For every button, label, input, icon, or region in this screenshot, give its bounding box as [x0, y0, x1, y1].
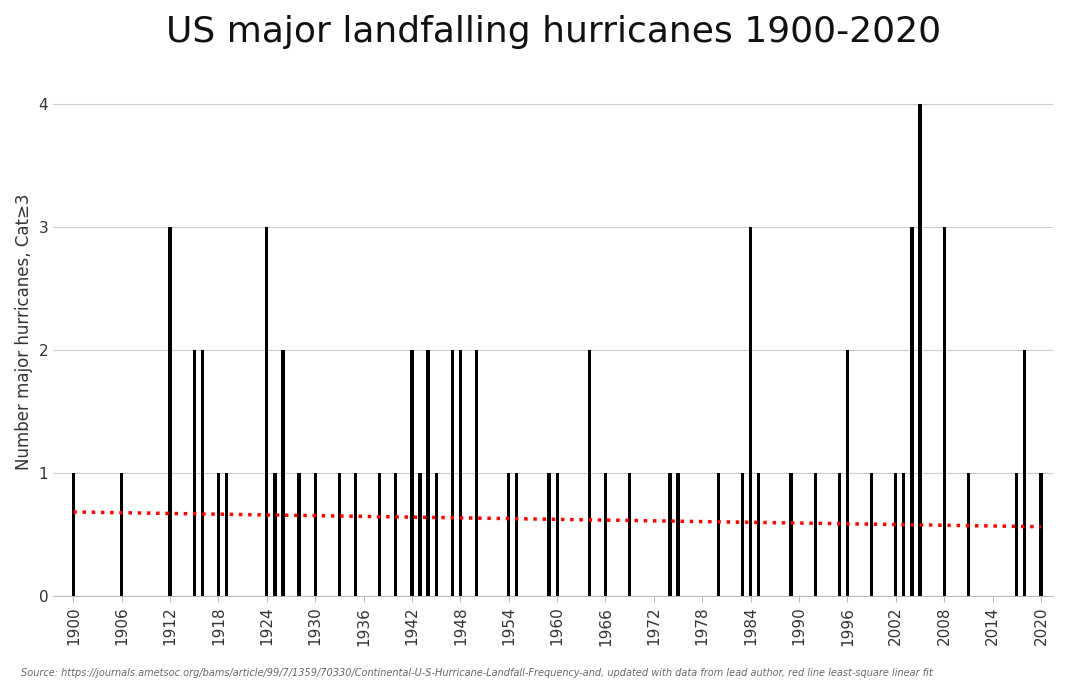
Bar: [555, 473, 559, 597]
Bar: [314, 473, 317, 597]
Bar: [298, 473, 301, 597]
Bar: [910, 227, 913, 597]
Bar: [281, 350, 284, 597]
Bar: [1023, 350, 1026, 597]
Bar: [225, 473, 229, 597]
Bar: [587, 350, 591, 597]
Bar: [717, 473, 720, 597]
Bar: [676, 473, 679, 597]
Bar: [72, 473, 75, 597]
Bar: [435, 473, 438, 597]
Bar: [337, 473, 341, 597]
Bar: [902, 473, 906, 597]
Bar: [943, 227, 946, 597]
Y-axis label: Number major hurricanes, Cat≥3: Number major hurricanes, Cat≥3: [15, 193, 33, 470]
Bar: [265, 227, 268, 597]
Bar: [426, 350, 429, 597]
Bar: [217, 473, 220, 597]
Bar: [789, 473, 792, 597]
Bar: [1039, 473, 1042, 597]
Title: US major landfalling hurricanes 1900-2020: US major landfalling hurricanes 1900-202…: [166, 15, 941, 49]
Bar: [120, 473, 123, 597]
Bar: [354, 473, 357, 597]
Bar: [757, 473, 760, 597]
Bar: [628, 473, 631, 597]
Bar: [515, 473, 518, 597]
Bar: [459, 350, 462, 597]
Bar: [870, 473, 874, 597]
Bar: [378, 473, 381, 597]
Bar: [741, 473, 744, 597]
Text: Source: https://journals.ametsoc.org/bams/article/99/7/1359/70330/Continental-U-: Source: https://journals.ametsoc.org/bam…: [21, 667, 933, 678]
Bar: [394, 473, 397, 597]
Bar: [548, 473, 551, 597]
Bar: [201, 350, 204, 597]
Bar: [603, 473, 607, 597]
Bar: [669, 473, 672, 597]
Bar: [419, 473, 422, 597]
Bar: [918, 104, 922, 597]
Bar: [475, 350, 478, 597]
Bar: [507, 473, 511, 597]
Bar: [1015, 473, 1018, 597]
Bar: [192, 350, 195, 597]
Bar: [967, 473, 970, 597]
Bar: [169, 227, 172, 597]
Bar: [894, 473, 897, 597]
Bar: [410, 350, 413, 597]
Bar: [749, 227, 752, 597]
Bar: [273, 473, 277, 597]
Bar: [846, 350, 849, 597]
Bar: [451, 350, 454, 597]
Bar: [814, 473, 817, 597]
Bar: [837, 473, 841, 597]
